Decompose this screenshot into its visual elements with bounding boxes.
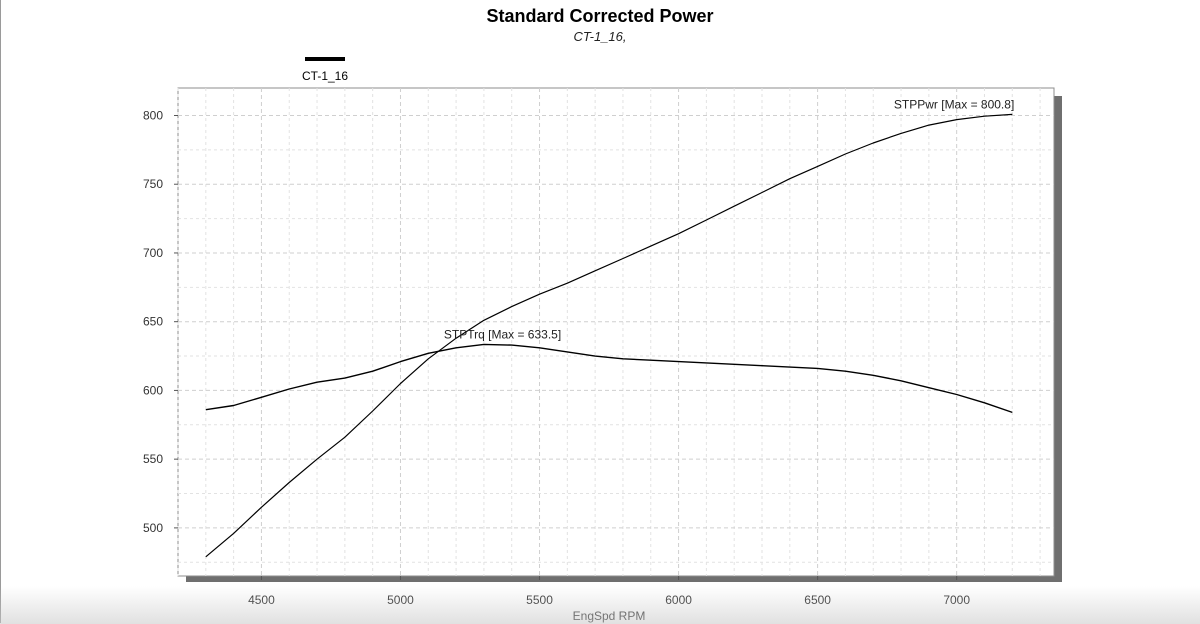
x-tick-label: 6500 — [804, 593, 831, 607]
legend-swatch — [305, 57, 345, 61]
y-tick-label: 650 — [143, 315, 163, 329]
grid-layer — [177, 88, 1054, 576]
x-tick-label: 5500 — [526, 593, 553, 607]
series-line-stptrq — [205, 343, 1013, 414]
y-tick-label: 800 — [143, 108, 163, 122]
legend[interactable]: CT-1_16 — [292, 57, 358, 83]
series-line-stppwr — [205, 113, 1013, 558]
annotation-stptrq-max: STPTrq [Max = 633.5] — [444, 327, 561, 341]
x-axis-label: EngSpd RPM — [573, 609, 646, 623]
y-tick-label: 500 — [143, 521, 163, 535]
plot-area — [177, 87, 1055, 577]
y-tick-label: 550 — [143, 452, 163, 466]
annotation-stppwr-max: STPPwr [Max = 800.8] — [894, 97, 1014, 111]
y-tick-label: 600 — [143, 383, 163, 397]
chart-subtitle: CT-1_16, — [573, 29, 627, 44]
series-layer — [205, 113, 1013, 558]
chart-title: Standard Corrected Power — [486, 6, 714, 26]
x-tick-label: 7000 — [943, 593, 970, 607]
annotation-layer: STPPwr [Max = 800.8] STPTrq [Max = 633.5] — [444, 97, 1014, 341]
legend-label: CT-1_16 — [301, 69, 349, 83]
x-tick-label: 5000 — [387, 593, 414, 607]
y-tick-label: 750 — [143, 177, 163, 191]
x-tick-label: 6000 — [665, 593, 692, 607]
x-tick-label: 4500 — [248, 593, 275, 607]
y-tick-label: 700 — [143, 246, 163, 260]
